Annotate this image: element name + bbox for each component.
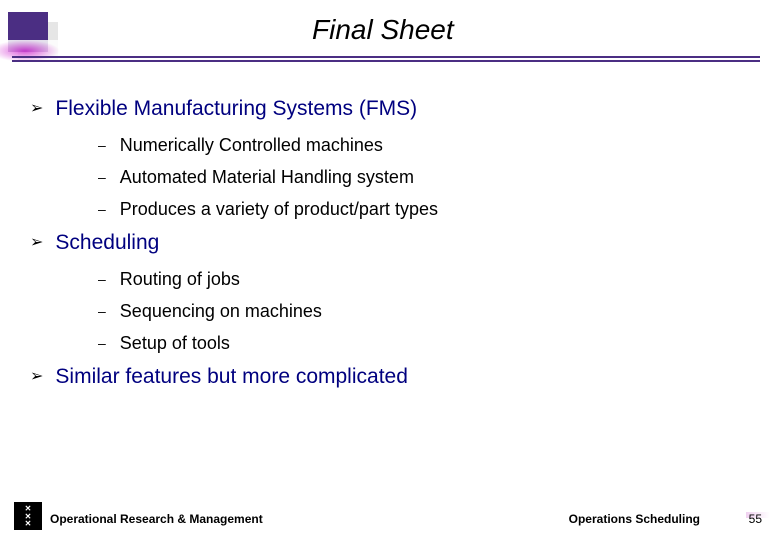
bullet-glyph-level2: – — [98, 300, 106, 322]
bullet-text-level2: Numerically Controlled machines — [120, 134, 383, 156]
logo-glyph: ✕ — [25, 505, 32, 512]
bullet-text-level2: Automated Material Handling system — [120, 166, 414, 188]
bullet-glyph-level1: ➢ — [30, 96, 43, 122]
bullet-glyph-level1: ➢ — [30, 364, 43, 390]
title-underline-2 — [12, 60, 760, 62]
footer-right-text: Operations Scheduling — [569, 512, 700, 526]
bullet-glyph-level2: – — [98, 268, 106, 290]
bullet-level2: –Automated Material Handling system — [98, 166, 750, 188]
bullet-text-level2: Produces a variety of product/part types — [120, 198, 438, 220]
institution-logo: ✕ ✕ ✕ — [14, 502, 42, 530]
bullet-text-level2: Setup of tools — [120, 332, 230, 354]
bullet-level1: ➢ Scheduling — [30, 230, 750, 256]
bullet-text-level2: Routing of jobs — [120, 268, 240, 290]
bullet-glyph-level2: – — [98, 198, 106, 220]
page-number: 55 — [749, 512, 762, 526]
bullet-level1: ➢ Similar features but more complicated — [30, 364, 750, 390]
slide: Final Sheet ➢ Flexible Manufacturing Syst… — [0, 0, 780, 540]
bullet-text-level1: Similar features but more complicated — [55, 364, 407, 390]
bullet-text-level1: Flexible Manufacturing Systems (FMS) — [55, 96, 417, 122]
footer-left-text: Operational Research & Management — [50, 512, 263, 526]
bullet-level1: ➢ Flexible Manufacturing Systems (FMS) — [30, 96, 750, 122]
bullet-level2: –Routing of jobs — [98, 268, 750, 290]
bullet-glyph-level2: – — [98, 134, 106, 156]
bullet-level2: –Produces a variety of product/part type… — [98, 198, 750, 220]
title-magenta-accent — [0, 40, 60, 62]
bullet-level2: –Sequencing on machines — [98, 300, 750, 322]
logo-glyph: ✕ — [25, 520, 32, 527]
bullet-text-level2: Sequencing on machines — [120, 300, 322, 322]
bullet-text-level1: Scheduling — [55, 230, 159, 256]
title-underline-1 — [12, 56, 760, 58]
bullet-level2: –Numerically Controlled machines — [98, 134, 750, 156]
content-area: ➢Flexible Manufacturing Systems (FMS)–Nu… — [30, 88, 750, 402]
bullet-glyph-level1: ➢ — [30, 230, 43, 256]
bullet-glyph-level2: – — [98, 332, 106, 354]
bullet-glyph-level2: – — [98, 166, 106, 188]
bullet-level2: –Setup of tools — [98, 332, 750, 354]
page-title: Final Sheet — [312, 14, 454, 46]
